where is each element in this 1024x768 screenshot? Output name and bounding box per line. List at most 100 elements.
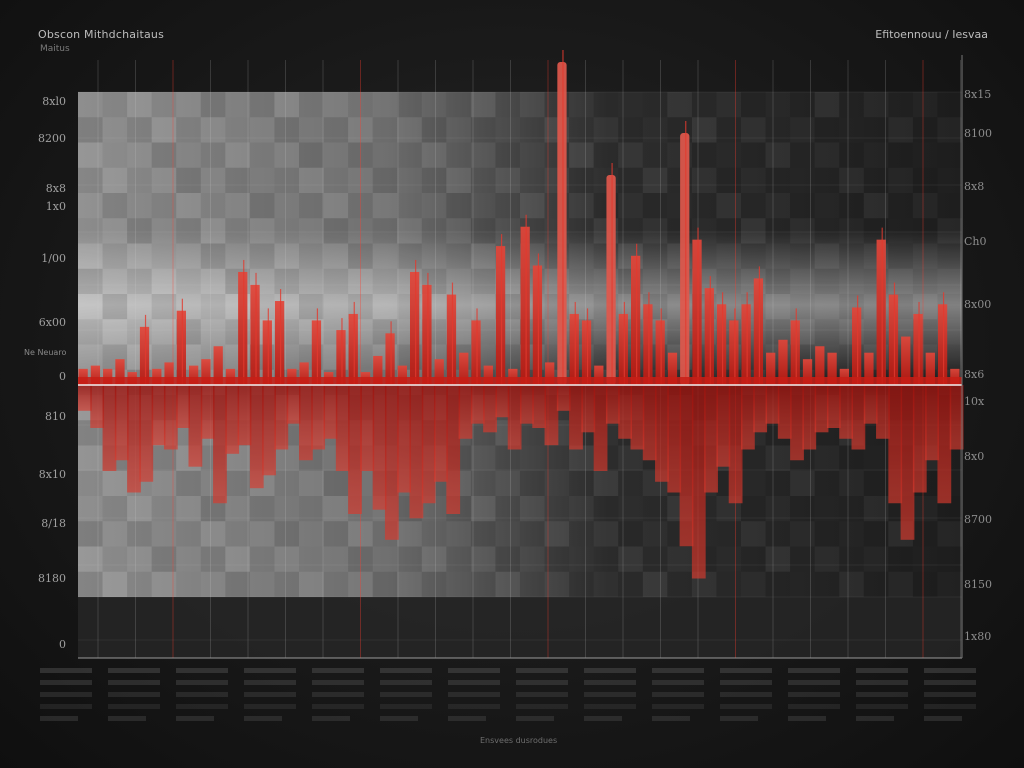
panel-cell xyxy=(299,496,324,521)
panel-cell xyxy=(176,167,201,193)
peak-bar xyxy=(348,313,358,385)
panel-cell xyxy=(691,117,717,143)
panel-cell xyxy=(741,218,766,244)
trough-bar xyxy=(728,385,743,504)
right-tick-label: 8x0 xyxy=(964,450,984,463)
footer-legend-swatch xyxy=(516,692,568,697)
footer-legend-swatch xyxy=(176,692,228,697)
panel-cell xyxy=(569,445,594,471)
panel-cell xyxy=(643,547,668,572)
panel-cell xyxy=(446,92,471,118)
peak-bar xyxy=(508,368,518,385)
footer-legend-swatch xyxy=(652,668,704,673)
footer-legend-swatch xyxy=(924,704,976,709)
peak-bar xyxy=(778,339,788,385)
panel-cell xyxy=(520,92,545,118)
right-tick-label: 8x8 xyxy=(964,180,984,193)
panel-cell xyxy=(200,218,226,244)
panel-cell xyxy=(103,547,128,572)
trough-bar xyxy=(114,385,129,461)
panel-cell xyxy=(888,572,913,597)
footer-note-swatch xyxy=(108,716,146,721)
chart-subtitle: Maitus xyxy=(40,44,70,54)
panel-cell xyxy=(741,92,766,118)
panel-cell xyxy=(864,547,889,572)
panel-cell xyxy=(250,117,275,142)
panel-cell xyxy=(397,572,422,597)
panel-cell xyxy=(790,218,815,244)
panel-cell xyxy=(495,521,520,546)
footer-legend-swatch xyxy=(924,680,976,685)
panel-cell xyxy=(151,546,177,572)
peak-bar xyxy=(680,133,690,385)
footer-legend-swatch xyxy=(652,692,704,697)
panel-cell xyxy=(569,92,594,117)
panel-cell xyxy=(692,92,717,117)
panel-cell xyxy=(299,218,324,243)
panel-cell xyxy=(937,117,962,142)
panel-cell xyxy=(569,244,594,269)
panel-cell xyxy=(765,571,791,597)
panel-cell xyxy=(470,546,496,572)
panel-cell xyxy=(225,218,250,243)
panel-cell xyxy=(765,268,791,294)
footer-legend-swatch xyxy=(380,704,432,709)
positive-series xyxy=(78,50,962,385)
panel-cell xyxy=(323,496,349,522)
panel-cell xyxy=(495,571,520,597)
trough-bar xyxy=(826,385,841,428)
trough-bar xyxy=(863,385,878,424)
peak-bar xyxy=(311,320,322,385)
footer-note-swatch xyxy=(312,716,350,721)
trough-bar xyxy=(876,385,890,439)
panel-cell xyxy=(446,218,471,244)
right-tick-label: 8x6 xyxy=(964,368,984,381)
left-tick-label: 0 xyxy=(59,370,66,383)
panel-cell xyxy=(274,471,299,496)
trough-bar xyxy=(912,385,927,493)
footer-legend-swatch xyxy=(244,692,296,697)
panel-cell xyxy=(274,546,299,572)
panel-cell xyxy=(299,470,324,496)
panel-cell xyxy=(470,496,496,522)
panel-cell xyxy=(765,167,791,193)
panel-cell xyxy=(200,243,226,269)
footer-legend-swatch xyxy=(176,668,228,673)
panel-cell xyxy=(176,143,201,168)
panel-cell xyxy=(299,571,324,597)
right-axis: 8x15 8100 8x8 Ch0 8x00 8x6 10x 8x0 8700 8150 1x80 xyxy=(964,88,992,643)
panel-cell xyxy=(348,268,373,294)
panel-cell xyxy=(299,167,324,193)
panel-cell xyxy=(716,547,741,572)
panel-cell xyxy=(324,269,349,294)
panel-cell xyxy=(716,244,741,269)
trough-bar xyxy=(593,385,608,471)
panel-cell xyxy=(864,117,889,142)
panel-cell xyxy=(863,218,889,244)
footer-legend-swatch xyxy=(380,692,432,697)
footer-legend-swatch xyxy=(720,692,772,697)
trough-bar xyxy=(949,385,964,450)
chart-title: Obscon Mithdchaitaus xyxy=(38,28,165,41)
peak-bar xyxy=(888,294,899,385)
left-tick-label: 8180 xyxy=(38,572,66,585)
panel-cell xyxy=(200,268,226,294)
trough-bar xyxy=(802,385,817,450)
trough-bar xyxy=(741,385,755,450)
panel-cell xyxy=(176,269,201,294)
panel-cell xyxy=(201,319,226,344)
panel-cell xyxy=(249,521,275,547)
panel-cell xyxy=(470,117,496,143)
footer-legend-swatch xyxy=(40,680,92,685)
footer-legend-swatch xyxy=(40,692,92,697)
panel-cell xyxy=(815,143,840,168)
panel-cell xyxy=(127,268,152,294)
peak-bar xyxy=(262,320,272,385)
trough-bar xyxy=(262,385,276,476)
panel-cell xyxy=(913,521,938,546)
panel-cell xyxy=(127,142,152,168)
panel-cell xyxy=(421,167,447,193)
panel-cell xyxy=(912,167,938,193)
panel-cell xyxy=(495,496,520,521)
peak-bar xyxy=(729,320,739,385)
